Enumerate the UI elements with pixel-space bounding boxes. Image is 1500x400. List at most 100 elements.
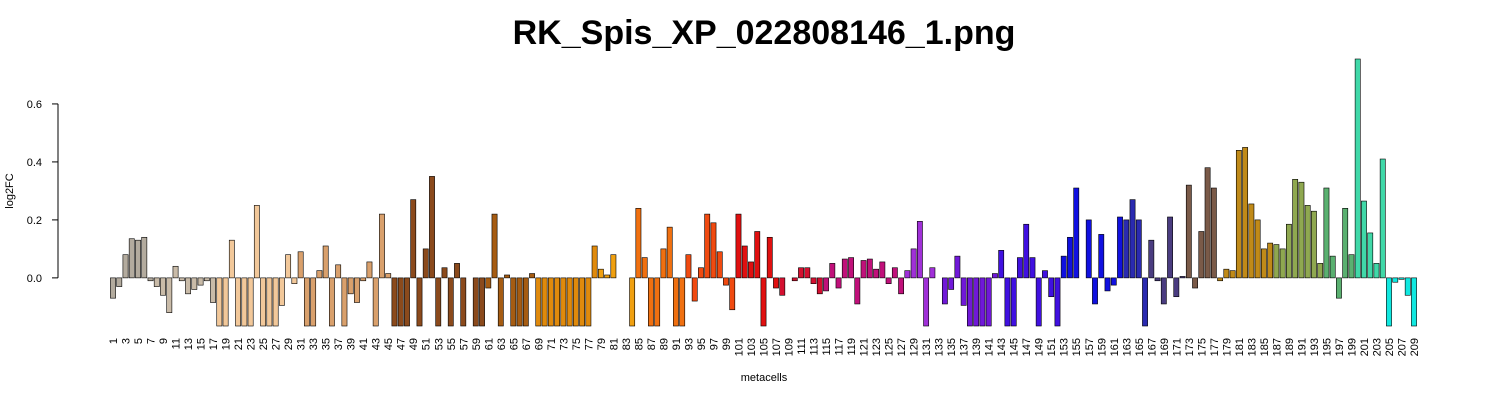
x-tick-label: 79 [596, 338, 608, 350]
bar [366, 261, 373, 279]
x-tick-label: 95 [696, 338, 708, 350]
bar [673, 277, 679, 327]
x-tick-label: 29 [283, 338, 295, 350]
bar [591, 245, 598, 279]
bar [773, 277, 779, 289]
bar [679, 277, 686, 327]
x-tick-label: 175 [1196, 338, 1208, 356]
y-tick-label: 0.4 [27, 157, 42, 169]
x-tick-label: 157 [1084, 338, 1096, 356]
bar [1098, 234, 1105, 279]
bar [372, 277, 379, 327]
bar [685, 254, 692, 279]
x-axis-title: metacells [741, 372, 788, 384]
bar [422, 248, 429, 279]
bar [222, 277, 229, 327]
x-tick-label: 129 [909, 338, 921, 356]
bar [585, 277, 592, 327]
bar [898, 277, 905, 295]
bar [1117, 216, 1123, 279]
bar [866, 258, 873, 279]
bar [191, 277, 198, 290]
bar [1298, 181, 1305, 279]
bar [1192, 277, 1198, 289]
bar [341, 277, 348, 327]
bar [228, 239, 235, 279]
x-tick-label: 191 [1296, 338, 1308, 356]
bar [1154, 277, 1161, 282]
bar [1023, 223, 1030, 279]
bar [810, 277, 817, 284]
bar [1210, 187, 1217, 279]
x-tick-label: 187 [1271, 338, 1283, 356]
bar [1361, 200, 1367, 279]
x-tick-label: 71 [546, 338, 558, 350]
bar [379, 213, 385, 279]
x-tick-label: 197 [1334, 338, 1346, 356]
bar [1223, 268, 1230, 279]
y-tick-label: 0.0 [27, 273, 42, 285]
bar [610, 254, 617, 279]
bar [397, 277, 404, 327]
x-tick-label: 41 [358, 338, 370, 350]
bar [923, 277, 930, 327]
bar [1179, 276, 1186, 279]
x-tick-label: 69 [533, 338, 545, 350]
x-tick-label: 183 [1246, 338, 1258, 356]
bar [823, 277, 829, 292]
bar [998, 250, 1005, 279]
x-tick-label: 149 [1034, 338, 1046, 356]
x-tick-label: 11 [171, 338, 183, 349]
x-tick-label: 173 [1184, 338, 1196, 356]
bar [203, 277, 210, 282]
bar [1185, 184, 1192, 279]
bar [848, 257, 854, 279]
x-tick-label: 19 [221, 338, 233, 350]
x-tick-label: 131 [921, 338, 933, 356]
x-tick-label: 169 [1159, 338, 1171, 356]
bar [110, 277, 116, 299]
bar [748, 261, 754, 279]
bar [1235, 150, 1242, 279]
bar [1336, 277, 1342, 299]
bar [1148, 239, 1155, 279]
bar [1292, 179, 1299, 279]
bar [166, 277, 173, 313]
x-tick-label: 101 [733, 338, 745, 356]
bar [1204, 167, 1211, 279]
bar [185, 277, 191, 295]
bar [454, 263, 460, 279]
bar [979, 277, 986, 327]
bar [522, 277, 529, 327]
bar [1129, 199, 1136, 279]
bar [904, 270, 911, 279]
bar [1060, 255, 1067, 279]
bar [1342, 207, 1349, 279]
bar [535, 277, 542, 327]
bar [716, 251, 723, 279]
bar [1386, 277, 1392, 327]
x-tick-label: 25 [258, 338, 270, 350]
x-tick-label: 105 [759, 338, 771, 356]
x-tick-label: 93 [683, 338, 695, 350]
x-tick-label: 17 [208, 338, 220, 350]
bar [497, 277, 504, 327]
x-tick-label: 27 [271, 338, 283, 350]
bar [1404, 277, 1411, 296]
x-tick-label: 61 [483, 338, 495, 350]
bar [1160, 277, 1167, 305]
bar [1067, 236, 1073, 279]
x-tick-label: 39 [346, 338, 358, 350]
x-tick-label: 35 [321, 338, 333, 350]
bar [1229, 270, 1236, 279]
x-tick-label: 127 [896, 338, 908, 356]
bar [1104, 277, 1111, 292]
bar [735, 213, 742, 279]
chart-title: RK_Spis_XP_022808146_1.png [513, 14, 1016, 52]
bar [485, 277, 492, 289]
x-tick-label: 63 [496, 338, 508, 350]
bar [135, 239, 141, 279]
x-tick-label: 45 [383, 338, 395, 350]
bar [1398, 277, 1405, 280]
